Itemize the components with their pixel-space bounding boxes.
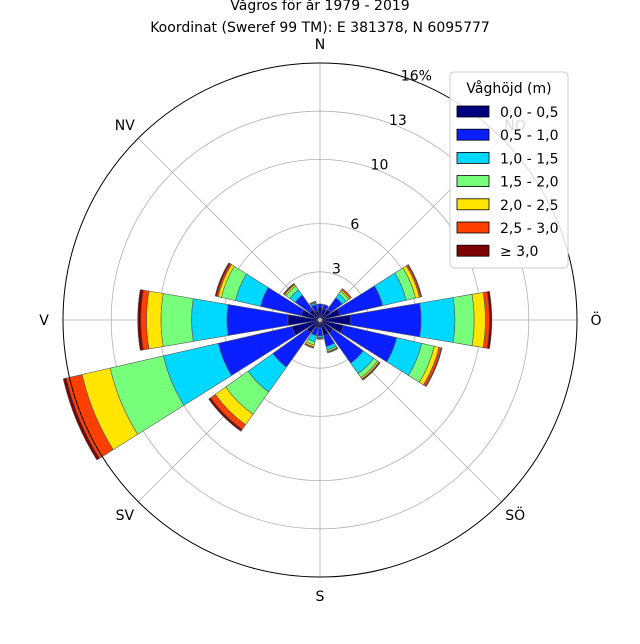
legend-swatch (457, 199, 489, 210)
legend-label: 2,5 - 3,0 (500, 221, 558, 237)
rose-wedge (420, 298, 455, 343)
radial-tick-label: 6 (350, 217, 359, 233)
legend: Våghöjd (m) 0,0 - 0,5 0,5 - 1,0 1,0 - 1,5 1,… (450, 72, 568, 268)
chart-subtitle: Koordinat (Sweref 99 TM): E 381378, N 60… (0, 19, 640, 37)
legend-label: 1,0 - 1,5 (500, 151, 558, 167)
radial-tick-label: 16% (401, 69, 432, 85)
direction-label: SÖ (505, 506, 525, 524)
direction-label: S (316, 589, 325, 605)
direction-label: SV (116, 508, 135, 524)
legend-box (450, 72, 568, 268)
chart-title: Vågros för år 1979 - 2019 (0, 0, 640, 15)
rose-wedge (147, 291, 164, 349)
legend-swatch (457, 152, 489, 163)
legend-title: Våghöjd (m) (466, 80, 551, 97)
legend-label: 0,0 - 0,5 (500, 105, 558, 121)
rose-wedge (317, 304, 322, 307)
legend-swatch (457, 106, 489, 117)
direction-label: N (315, 37, 325, 53)
legend-label: ≥ 3,0 (500, 244, 538, 260)
legend-swatch (457, 245, 489, 256)
legend-label: 1,5 - 2,0 (500, 175, 558, 191)
direction-label: Ö (590, 311, 601, 329)
radial-tick-label: 3 (332, 261, 341, 277)
legend-swatch (457, 176, 489, 187)
rose-wedge (161, 293, 193, 346)
legend-label: 2,0 - 2,5 (500, 198, 558, 214)
rose-wedge (192, 299, 229, 342)
legend-swatch (457, 222, 489, 233)
direction-label: V (39, 313, 49, 329)
rose-wedge (453, 294, 474, 345)
rose-wedge (472, 292, 485, 347)
legend-label: 0,5 - 1,0 (500, 128, 558, 144)
radial-tick-label: 13 (389, 113, 407, 129)
radial-tick-label: 10 (371, 158, 389, 174)
direction-label: NV (115, 118, 135, 134)
legend-swatch (457, 129, 489, 140)
